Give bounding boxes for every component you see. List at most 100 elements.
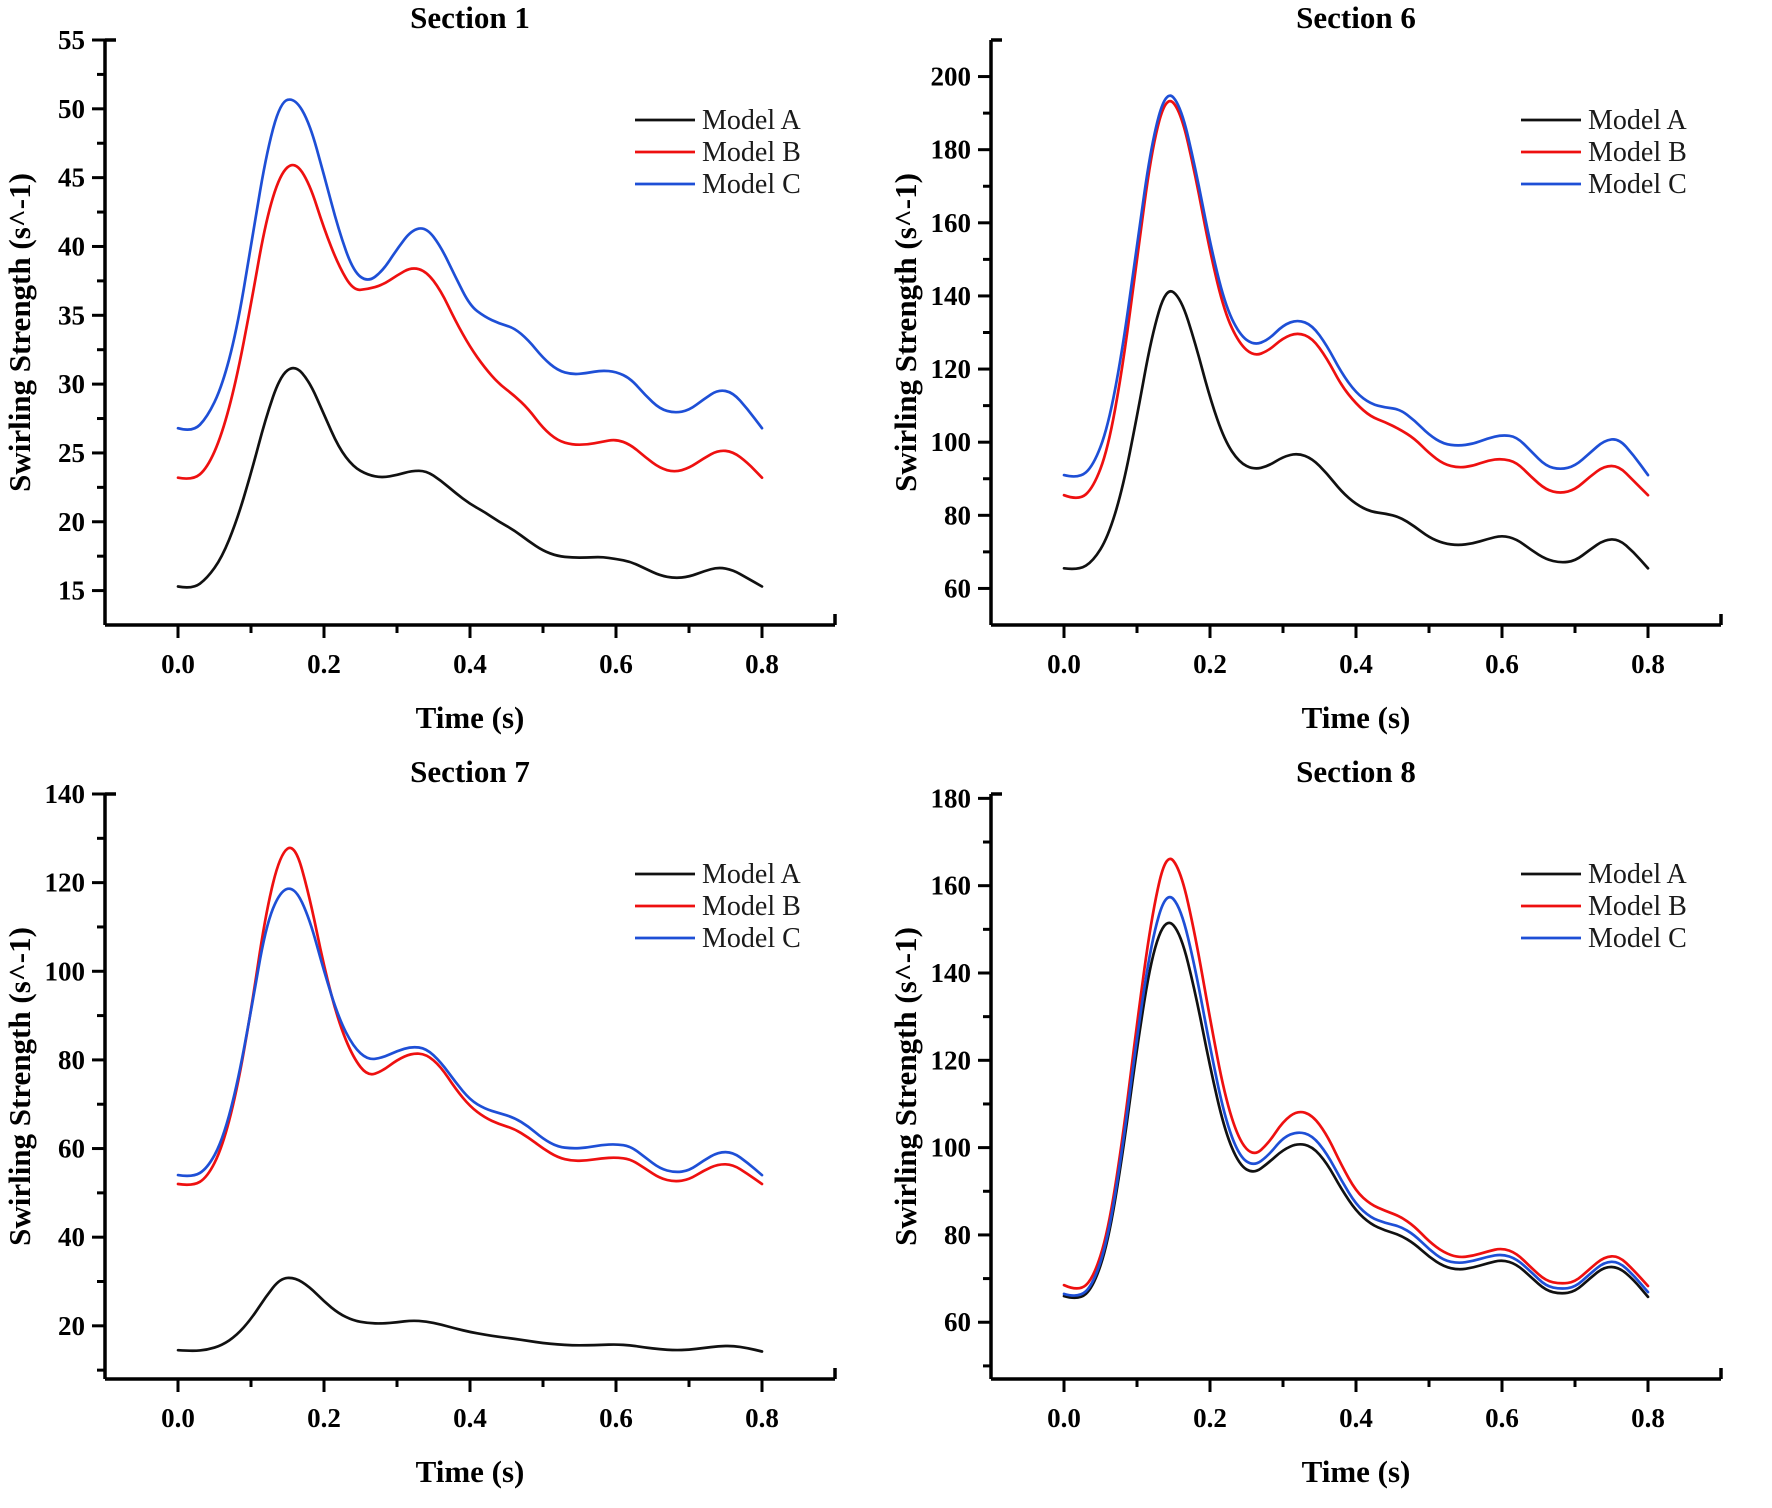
- y-tick-label: 15: [58, 576, 85, 606]
- x-axis-label: Time (s): [1302, 700, 1411, 735]
- y-tick-label: 45: [58, 163, 85, 193]
- y-tick-label: 180: [931, 135, 972, 165]
- legend-label-model-a: Model A: [1588, 859, 1688, 890]
- legend-label-model-c: Model C: [702, 169, 801, 200]
- line-model-a: [176, 1276, 764, 1353]
- x-tick-label: 0.4: [1339, 649, 1373, 679]
- y-tick-label: 20: [58, 1311, 85, 1341]
- y-tick-label: 60: [944, 573, 971, 603]
- legend-label-model-a: Model A: [702, 105, 802, 136]
- y-axis-label: Swirling Strength (s^-1): [888, 927, 923, 1246]
- ticks: [92, 38, 764, 638]
- x-tick-label: 0.6: [1485, 1403, 1519, 1433]
- y-tick-label: 120: [931, 1045, 972, 1075]
- x-tick-label: 0.2: [1193, 649, 1227, 679]
- y-tick-label: 30: [58, 369, 85, 399]
- y-tick-label: 20: [58, 507, 85, 537]
- y-tick-label: 100: [931, 427, 972, 457]
- y-tick-label: 80: [944, 1220, 971, 1250]
- ticks: [978, 796, 1650, 1392]
- y-tick-label: 200: [931, 62, 972, 92]
- x-tick-label: 0.0: [1047, 649, 1081, 679]
- y-tick-label: 35: [58, 300, 85, 330]
- line-model-c: [1062, 94, 1650, 478]
- y-tick-label: 55: [58, 25, 85, 55]
- y-tick-label: 140: [931, 958, 972, 988]
- line-model-b: [176, 846, 764, 1187]
- x-tick-label: 0.8: [745, 1403, 779, 1433]
- y-tick-label: 100: [931, 1133, 972, 1163]
- plot-section-7: Section 7 0.0 0.2 0.4 0.6 0.8 20 40 60 80 100 120 14…: [2, 754, 837, 1489]
- x-tick-label: 0.6: [599, 1403, 633, 1433]
- y-tick-label: 40: [58, 1222, 85, 1252]
- legend-label-model-c: Model C: [702, 923, 801, 954]
- x-tick-label: 0.8: [745, 649, 779, 679]
- chart-section-1: Section 1 0.0 0.2 0.4 0.6 0.8 15 20 25 30 35 40 45 50…: [0, 0, 886, 754]
- chart-title: Section 6: [1296, 0, 1416, 35]
- y-tick-label: 60: [58, 1134, 85, 1164]
- x-tick-label: 0.0: [161, 649, 195, 679]
- x-tick-label: 0.2: [1193, 1403, 1227, 1433]
- line-model-c: [176, 98, 764, 431]
- y-axis-label: Swirling Strength (s^-1): [888, 173, 923, 492]
- legend-label-model-b: Model B: [702, 137, 801, 168]
- plot-section-6: Section 6 0.0 0.2 0.4 0.6 0.8 60 80 100 120 140 160…: [888, 0, 1723, 735]
- x-tick-label: 0.4: [453, 1403, 487, 1433]
- x-tick-label: 0.8: [1631, 649, 1665, 679]
- y-tick-label: 140: [931, 281, 972, 311]
- y-tick-label: 40: [58, 231, 85, 261]
- y-tick-label: 120: [931, 354, 972, 384]
- chart-title: Section 8: [1296, 754, 1416, 789]
- plot-section-8: Section 8 0.0 0.2 0.4 0.6 0.8 60 80 100 120 140 160…: [888, 754, 1723, 1489]
- line-model-c: [176, 887, 764, 1178]
- legend-label-model-c: Model C: [1588, 923, 1687, 954]
- legend-label-model-c: Model C: [1588, 169, 1687, 200]
- x-tick-label: 0.0: [161, 1403, 195, 1433]
- ticks: [978, 75, 1650, 638]
- chart-title: Section 1: [410, 0, 530, 35]
- y-tick-label: 120: [45, 868, 86, 898]
- line-model-b: [1062, 857, 1650, 1290]
- legend-label-model-b: Model B: [1588, 137, 1687, 168]
- chart-section-7: Section 7 0.0 0.2 0.4 0.6 0.8 20 40 60 80 100 120 14…: [0, 754, 886, 1508]
- legend-label-model-a: Model A: [1588, 105, 1688, 136]
- y-tick-label: 80: [944, 500, 971, 530]
- y-tick-label: 80: [58, 1045, 85, 1075]
- y-axis-label: Swirling Strength (s^-1): [2, 927, 37, 1246]
- ticks: [92, 792, 764, 1392]
- x-tick-label: 0.4: [1339, 1403, 1373, 1433]
- x-tick-label: 0.6: [1485, 649, 1519, 679]
- line-model-b: [1062, 99, 1650, 500]
- chart-title: Section 7: [410, 754, 530, 789]
- y-tick-label: 160: [931, 871, 972, 901]
- line-model-c: [1062, 895, 1650, 1297]
- x-tick-label: 0.8: [1631, 1403, 1665, 1433]
- x-tick-label: 0.0: [1047, 1403, 1081, 1433]
- line-model-a: [176, 366, 764, 589]
- y-tick-label: 25: [58, 438, 85, 468]
- y-tick-label: 180: [931, 783, 972, 813]
- line-model-a: [1062, 290, 1650, 571]
- plot-section-1: Section 1 0.0 0.2 0.4 0.6 0.8 15 20 25 30 35 40 45 50…: [2, 0, 837, 735]
- legend-label-model-b: Model B: [1588, 891, 1687, 922]
- y-axis-label: Swirling Strength (s^-1): [2, 173, 37, 492]
- chart-section-6: Section 6 0.0 0.2 0.4 0.6 0.8 60 80 100 120 140 160…: [886, 0, 1772, 754]
- line-model-a: [1062, 921, 1650, 1300]
- y-tick-label: 50: [58, 94, 85, 124]
- legend-label-model-a: Model A: [702, 859, 802, 890]
- y-tick-label: 60: [944, 1307, 971, 1337]
- x-tick-label: 0.2: [307, 1403, 341, 1433]
- x-tick-label: 0.6: [599, 649, 633, 679]
- legend-label-model-b: Model B: [702, 891, 801, 922]
- line-model-b: [176, 163, 764, 480]
- chart-section-8: Section 8 0.0 0.2 0.4 0.6 0.8 60 80 100 120 140 160…: [886, 754, 1772, 1508]
- x-axis-label: Time (s): [1302, 1454, 1411, 1489]
- y-tick-label: 160: [931, 208, 972, 238]
- x-axis-label: Time (s): [416, 1454, 525, 1489]
- x-tick-label: 0.2: [307, 649, 341, 679]
